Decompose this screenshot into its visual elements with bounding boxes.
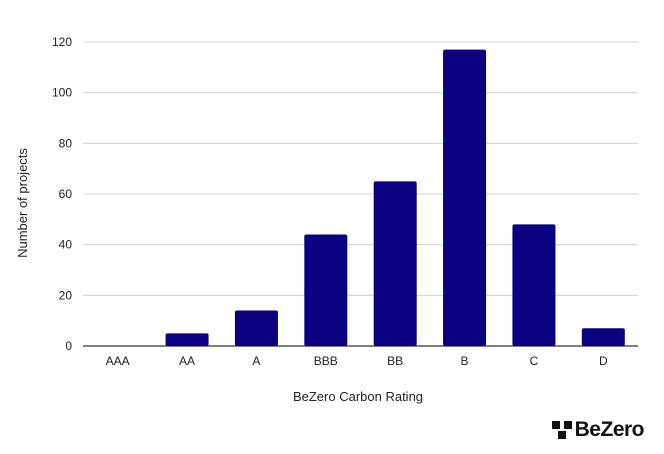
- x-tick-label: A: [252, 354, 260, 368]
- y-tick-label: 60: [59, 187, 73, 201]
- bar-c: [512, 224, 556, 346]
- x-tick-label: AAA: [106, 354, 130, 368]
- x-axis-tick-labels: AAA AA A BBB BB B C D: [106, 354, 608, 368]
- y-tick-label: 20: [59, 288, 73, 302]
- x-axis-title: BeZero Carbon Rating: [293, 389, 423, 404]
- x-tick-label: BB: [387, 354, 403, 368]
- bar-aa: [165, 333, 209, 346]
- x-tick-label: BBB: [314, 354, 338, 368]
- bar-a: [234, 310, 278, 346]
- y-axis-tick-labels: 0 20 40 60 80 100 120: [52, 35, 72, 353]
- y-tick-label: 80: [59, 136, 73, 150]
- y-axis-title: Number of projects: [15, 148, 30, 258]
- x-tick-label: D: [599, 354, 608, 368]
- bar-d: [581, 328, 625, 346]
- bars: [165, 49, 625, 346]
- x-tick-label: AA: [179, 354, 195, 368]
- y-tick-label: 40: [59, 238, 73, 252]
- bezero-logo: BeZero: [551, 418, 645, 442]
- bar-bbb: [304, 234, 348, 346]
- bar-b: [443, 49, 487, 346]
- y-tick-label: 0: [65, 339, 72, 353]
- bezero-logo-text: BeZero: [574, 418, 645, 441]
- y-tick-label: 120: [52, 35, 72, 49]
- x-tick-label: B: [461, 354, 469, 368]
- bar-bb: [373, 181, 417, 346]
- y-tick-label: 100: [52, 86, 72, 100]
- x-tick-label: C: [530, 354, 539, 368]
- bezero-logo-icon: [551, 421, 572, 439]
